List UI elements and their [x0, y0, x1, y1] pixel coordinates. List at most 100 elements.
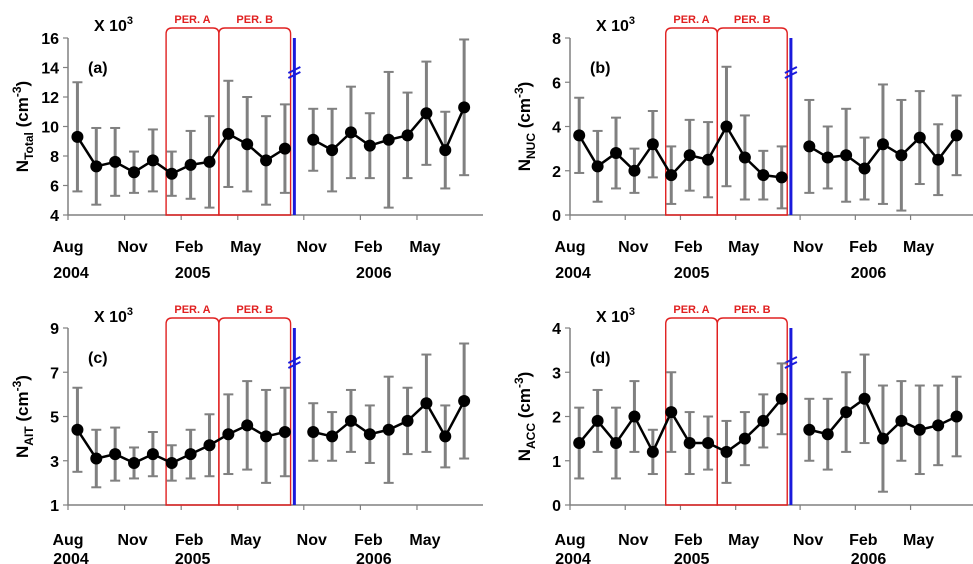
data-point — [439, 430, 452, 443]
data-point — [610, 147, 623, 160]
y-tick-label: 5 — [50, 410, 59, 427]
data-point — [757, 414, 770, 427]
data-point — [858, 392, 871, 405]
y-tick-label: 4 — [50, 208, 59, 225]
period-a-box — [165, 27, 220, 216]
year-label: 2004 — [555, 551, 591, 564]
data-point — [401, 129, 414, 142]
period-b-label: PER. B — [236, 14, 273, 26]
year-label: 2006 — [356, 551, 392, 564]
scale-label: X 103 — [94, 306, 133, 326]
data-point — [458, 395, 471, 408]
x-tick-label: Nov — [117, 532, 147, 549]
data-point — [610, 437, 623, 450]
break-mark — [784, 356, 798, 364]
data-point — [363, 139, 376, 152]
y-tick-label: 6 — [552, 75, 561, 92]
x-tick-label: Feb — [849, 532, 878, 549]
x-tick-label: Aug — [554, 239, 585, 256]
panel-label: (d) — [590, 350, 610, 367]
data-point — [109, 155, 122, 168]
x-tick-label: May — [728, 532, 759, 549]
x-tick-label: May — [728, 239, 759, 256]
data-point — [591, 414, 604, 427]
data-point — [382, 133, 395, 146]
x-tick-label: Nov — [117, 239, 147, 256]
x-tick-label: Aug — [52, 532, 83, 549]
x-tick-label: May — [230, 239, 261, 256]
data-point — [628, 164, 641, 177]
x-tick-label: May — [409, 239, 440, 256]
data-point — [720, 120, 733, 133]
y-tick-label: 1 — [552, 454, 561, 471]
y-tick-label: 10 — [41, 120, 59, 137]
year-label: 2004 — [555, 265, 591, 282]
x-tick-label: Aug — [52, 239, 83, 256]
year-label: 2005 — [674, 265, 710, 282]
y-axis-title: NAIT (cm-3) — [10, 375, 36, 458]
period-a-label: PER. A — [174, 304, 210, 316]
data-point — [573, 437, 586, 450]
period-b-label: PER. B — [236, 304, 273, 316]
y-axis-title: NACC (cm-3) — [512, 372, 538, 462]
y-tick-label: 6 — [50, 179, 59, 196]
data-point — [775, 392, 788, 405]
x-tick-label: Feb — [849, 239, 878, 256]
scale-label: X 103 — [596, 15, 635, 35]
data-point — [326, 430, 339, 443]
y-tick-label: 12 — [41, 90, 59, 107]
data-point — [146, 448, 159, 461]
scale-label: X 103 — [596, 306, 635, 326]
period-a-label: PER. A — [673, 14, 709, 26]
period-b-box — [218, 27, 292, 216]
data-point — [950, 129, 963, 142]
data-point — [876, 432, 889, 445]
data-point — [382, 423, 395, 436]
data-point — [307, 425, 320, 438]
data-point — [146, 154, 159, 167]
data-point — [702, 153, 715, 166]
period-b-box — [716, 317, 788, 506]
period-b-box — [716, 27, 788, 216]
y-tick-label: 2 — [552, 164, 561, 181]
y-tick-label: 3 — [50, 454, 59, 471]
series-line — [578, 123, 782, 179]
data-point — [683, 437, 696, 450]
data-point — [363, 428, 376, 441]
data-point — [646, 138, 659, 151]
data-point — [203, 439, 216, 452]
data-point — [326, 144, 339, 157]
data-point — [840, 406, 853, 419]
data-point — [344, 126, 357, 139]
break-mark — [784, 66, 798, 74]
break-mark — [287, 71, 301, 79]
x-tick-label: Nov — [297, 239, 327, 256]
data-point — [344, 414, 357, 427]
data-point — [591, 160, 604, 173]
x-tick-label: Feb — [354, 532, 383, 549]
data-point — [702, 437, 715, 450]
data-point — [458, 101, 471, 114]
data-point — [720, 445, 733, 458]
panel-d: 0 1 2 3 4 Aug Nov Feb May Nov Feb May 2004 2005 2006 X … — [512, 304, 973, 564]
year-label: 2004 — [53, 265, 89, 282]
data-point — [876, 138, 889, 151]
data-point — [401, 414, 414, 427]
data-point — [775, 171, 788, 184]
data-point — [821, 428, 834, 441]
data-point — [184, 448, 197, 461]
y-tick-label: 14 — [41, 61, 59, 78]
y-axis-title: NNUC (cm-3) — [512, 82, 538, 172]
panel-b: 0 2 4 6 8 Aug Nov Feb May Nov Feb May 2004 2005 2006 X … — [512, 14, 973, 282]
x-tick-label: Feb — [354, 239, 383, 256]
data-point — [932, 153, 945, 166]
data-point — [803, 140, 816, 153]
panel-c: 1 3 5 7 9 Aug Nov Feb May Nov Feb May 2004 2005 2006 X … — [10, 304, 483, 564]
data-point — [109, 448, 122, 461]
data-point — [222, 428, 235, 441]
series-line — [578, 398, 783, 455]
data-point — [420, 397, 433, 410]
data-point — [278, 142, 291, 155]
data-point — [307, 133, 320, 146]
x-tick-label: Feb — [674, 532, 703, 549]
